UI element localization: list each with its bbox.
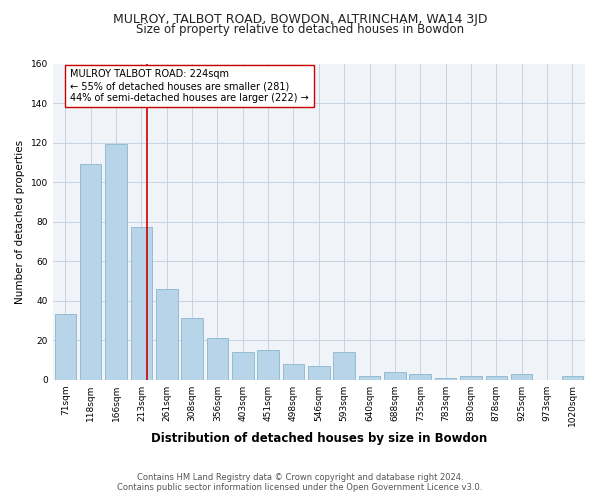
X-axis label: Distribution of detached houses by size in Bowdon: Distribution of detached houses by size … xyxy=(151,432,487,445)
Bar xyxy=(283,364,304,380)
Bar xyxy=(80,164,101,380)
Bar xyxy=(334,352,355,380)
Bar xyxy=(308,366,329,380)
Bar xyxy=(232,352,254,380)
Bar xyxy=(206,338,228,380)
Text: MULROY TALBOT ROAD: 224sqm
← 55% of detached houses are smaller (281)
44% of sem: MULROY TALBOT ROAD: 224sqm ← 55% of deta… xyxy=(70,70,308,102)
Bar xyxy=(485,376,507,380)
Bar xyxy=(562,376,583,380)
Bar xyxy=(435,378,457,380)
Text: Size of property relative to detached houses in Bowdon: Size of property relative to detached ho… xyxy=(136,22,464,36)
Bar xyxy=(511,374,532,380)
Bar xyxy=(131,228,152,380)
Bar xyxy=(55,314,76,380)
Bar xyxy=(156,288,178,380)
Bar xyxy=(257,350,279,380)
Text: MULROY, TALBOT ROAD, BOWDON, ALTRINCHAM, WA14 3JD: MULROY, TALBOT ROAD, BOWDON, ALTRINCHAM,… xyxy=(113,12,487,26)
Text: Contains HM Land Registry data © Crown copyright and database right 2024.
Contai: Contains HM Land Registry data © Crown c… xyxy=(118,473,482,492)
Bar xyxy=(409,374,431,380)
Bar xyxy=(384,372,406,380)
Bar xyxy=(460,376,482,380)
Bar xyxy=(105,144,127,380)
Y-axis label: Number of detached properties: Number of detached properties xyxy=(15,140,25,304)
Bar xyxy=(181,318,203,380)
Bar xyxy=(359,376,380,380)
